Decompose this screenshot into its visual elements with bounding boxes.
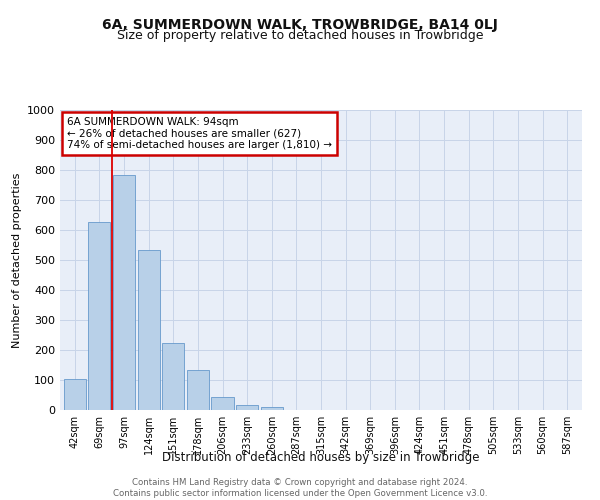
- Bar: [137, 250, 160, 410]
- Bar: [211, 398, 233, 410]
- Bar: [187, 370, 209, 410]
- Text: 6A SUMMERDOWN WALK: 94sqm
← 26% of detached houses are smaller (627)
74% of semi: 6A SUMMERDOWN WALK: 94sqm ← 26% of detac…: [67, 117, 332, 150]
- Bar: [162, 344, 184, 410]
- Text: Contains HM Land Registry data © Crown copyright and database right 2024.
Contai: Contains HM Land Registry data © Crown c…: [113, 478, 487, 498]
- Text: Distribution of detached houses by size in Trowbridge: Distribution of detached houses by size …: [162, 451, 480, 464]
- Text: 6A, SUMMERDOWN WALK, TROWBRIDGE, BA14 0LJ: 6A, SUMMERDOWN WALK, TROWBRIDGE, BA14 0L…: [102, 18, 498, 32]
- Bar: [88, 222, 110, 410]
- Bar: [260, 407, 283, 410]
- Y-axis label: Number of detached properties: Number of detached properties: [11, 172, 22, 348]
- Bar: [64, 379, 86, 410]
- Bar: [236, 404, 258, 410]
- Bar: [113, 175, 135, 410]
- Text: Size of property relative to detached houses in Trowbridge: Size of property relative to detached ho…: [117, 30, 483, 43]
